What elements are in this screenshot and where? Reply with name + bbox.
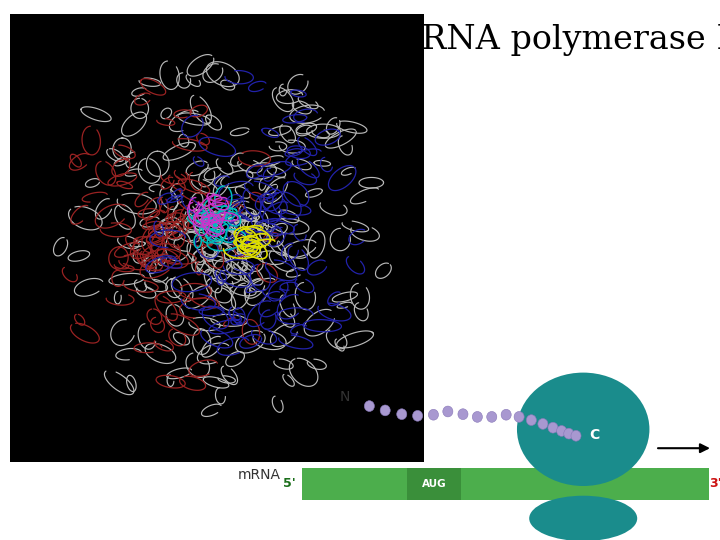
- Ellipse shape: [526, 415, 536, 426]
- Ellipse shape: [380, 405, 390, 416]
- Text: C: C: [590, 428, 600, 442]
- Text: 5': 5': [283, 477, 296, 490]
- Bar: [302, 468, 709, 500]
- Ellipse shape: [538, 418, 548, 429]
- Text: N: N: [340, 390, 350, 404]
- Ellipse shape: [557, 426, 567, 436]
- Ellipse shape: [443, 406, 453, 417]
- Ellipse shape: [364, 401, 374, 411]
- Bar: [407, 468, 461, 500]
- Ellipse shape: [487, 411, 497, 422]
- Bar: [10, 14, 424, 462]
- Text: 3': 3': [709, 477, 720, 490]
- Ellipse shape: [564, 428, 574, 439]
- Ellipse shape: [458, 409, 468, 420]
- Ellipse shape: [548, 422, 558, 433]
- Ellipse shape: [529, 496, 637, 540]
- Text: rRNA is transcribed by RNA polymerase I: rRNA is transcribed by RNA polymerase I: [20, 24, 720, 56]
- Text: mRNA: mRNA: [238, 468, 281, 482]
- Text: AUG: AUG: [421, 479, 446, 489]
- Ellipse shape: [397, 409, 407, 420]
- Ellipse shape: [501, 409, 511, 420]
- Ellipse shape: [517, 373, 649, 486]
- Ellipse shape: [571, 430, 581, 441]
- Ellipse shape: [428, 409, 438, 420]
- Ellipse shape: [472, 411, 482, 422]
- Ellipse shape: [514, 411, 524, 422]
- Ellipse shape: [413, 410, 423, 421]
